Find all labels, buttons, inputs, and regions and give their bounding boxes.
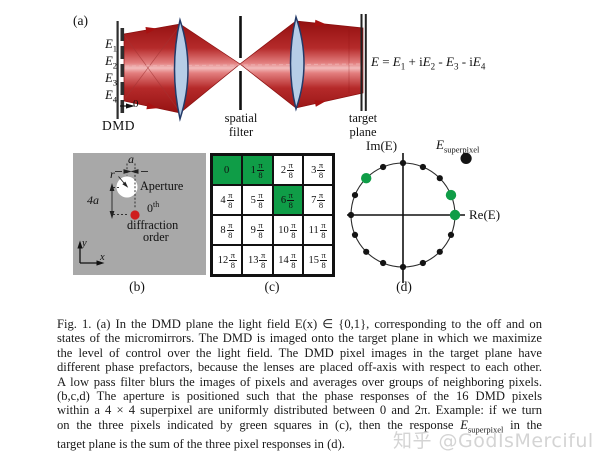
xy-axes (77, 240, 105, 266)
caption-line-1: Fig. 1. (a) In the DMD plane the light f… (57, 317, 542, 331)
superpixel-dot (460, 152, 472, 164)
phasor-dots (347, 152, 472, 271)
phase-grid: 0 1 π 8 2 π 8 3 π 8 4 π 8 5 π 8 6 π 8 7 π 8 8 π 8 9 π 8 10 π 8 11 π 8 12 π 8… (210, 153, 335, 277)
dimension-lines (109, 163, 148, 219)
phase-cell-14: 14 π 8 (272, 245, 303, 275)
beam-direction-arrows (145, 19, 326, 110)
dim-a-label: a (128, 152, 134, 166)
complex-plane-axes (347, 153, 465, 283)
figure-caption: Fig. 1. (a) In the DMD plane the light f… (57, 317, 542, 451)
dmd-device (116, 21, 125, 119)
phasor-dot-11 (380, 259, 387, 267)
target-plane (360, 14, 367, 111)
phase-cell-10: 10 π 8 (272, 215, 303, 245)
dim-r-label: r (110, 167, 115, 181)
watermark: 知乎 @GodIsMerciful (393, 430, 594, 452)
optical-axis (124, 63, 362, 67)
lens-2 (289, 14, 305, 112)
laser-beam (123, 20, 364, 114)
caption-line-7: within a 4 × 4 superpixel are uniformly … (57, 403, 542, 418)
aperture-label: Aperture (140, 179, 184, 193)
phase-cell-11: 11 π 8 (302, 215, 333, 245)
caption-line-9: target plane is the sum of the three pix… (57, 436, 345, 451)
diffraction-label-2: order (143, 230, 169, 244)
x-axis-label: x (100, 252, 105, 263)
y-axis-label: y (82, 238, 87, 249)
field-label-E3: E3 (105, 71, 117, 88)
lens-1 (173, 17, 189, 122)
panel-c-label: (c) (264, 279, 280, 294)
caption-line-3: the level of control over the light fiel… (57, 345, 542, 360)
caption-line-5: A low pass filter blurs the images of pi… (57, 374, 542, 389)
phase-cell-13: 13 π 8 (242, 245, 273, 275)
diffraction-label-1: diffraction (127, 218, 179, 232)
spatial-filter-label-1: spatial (224, 111, 258, 125)
superposition-equation: E = E1 + iE2 - E3 - iE4 (371, 54, 486, 72)
re-axis-label: Re(E) (469, 207, 501, 222)
dmd-plane-box (73, 153, 206, 275)
phasor-dot-7 (351, 192, 359, 199)
phasor-dot-9 (351, 231, 359, 238)
phase-cell-15: 15 π 8 (302, 245, 333, 275)
panel-d-label: (d) (396, 279, 412, 294)
phasor-dot-8 (347, 211, 355, 219)
zeroth-order-label: 0th (147, 200, 160, 215)
phasor-dot-green-6 (361, 173, 372, 184)
field-label-E4: E4 (105, 88, 117, 105)
target-plane-label-2: plane (349, 125, 377, 139)
phasor-dot-10 (363, 248, 370, 255)
phasor-dot-green-0 (449, 209, 461, 221)
phasor-dot-14 (436, 248, 443, 255)
phase-cell-0: 0 (212, 155, 243, 185)
phasor-dot-2 (436, 175, 443, 182)
caption-line-8: on the three pixels indicated by green s… (57, 417, 542, 435)
superpixel-field-label: Esuperpixel (436, 137, 480, 155)
dim-4a-label: 4a (87, 193, 99, 207)
phasor-dot-4 (399, 159, 407, 167)
caption-line-2: states of the micromirrors. The DMD is i… (57, 331, 542, 346)
target-plane-label-1: target (348, 111, 378, 125)
zeroth-pixel-arrow (120, 103, 135, 109)
phasor-dot-3 (419, 163, 426, 171)
panel-b-label: (b) (129, 279, 145, 294)
phasor-dot-green-1 (445, 189, 457, 201)
panel-a-label: (a) (73, 13, 88, 28)
im-axis-label: Im(E) (366, 138, 398, 153)
field-label-E2: E2 (105, 54, 117, 71)
phasor-dot-15 (447, 231, 455, 238)
phasor-dot-12 (399, 263, 407, 271)
phasor-dot-5 (380, 163, 387, 171)
field-label-E1: E1 (105, 37, 117, 54)
phase-cell-12: 12 π 8 (212, 245, 243, 275)
beam-rays (123, 24, 350, 113)
zero-order-label: 0 (133, 98, 139, 110)
spatial-filter-label-2: filter (228, 125, 254, 139)
caption-line-4: different phase prefactors, because the … (57, 360, 542, 375)
zeroth-order-dot (130, 210, 140, 220)
phasor-dot-13 (419, 259, 426, 267)
spatial-filter (239, 16, 242, 110)
caption-line-6: (b,c,d) The aperture is positioned such … (57, 389, 542, 404)
dmd-label: DMD (102, 118, 136, 133)
